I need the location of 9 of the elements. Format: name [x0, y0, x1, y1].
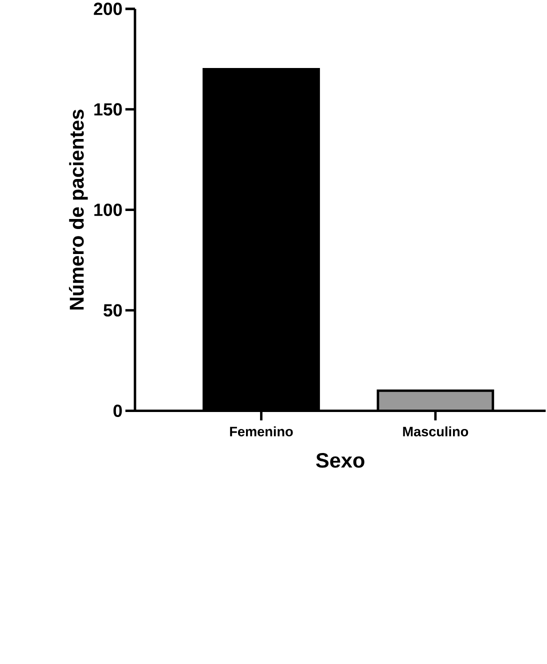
y-tick-label: 0 [114, 404, 122, 418]
y-axis-title: Número de pacientes [69, 110, 88, 310]
x-axis-title: Sexo [316, 453, 364, 468]
x-tick-label: Masculino [403, 426, 468, 436]
y-tick-label: 150 [94, 103, 122, 116]
y-tick-label: 100 [94, 204, 122, 216]
y-tick-label: 50 [104, 304, 122, 317]
x-tick-label: Femenino [230, 426, 293, 436]
y-tick-label: 200 [94, 2, 122, 16]
